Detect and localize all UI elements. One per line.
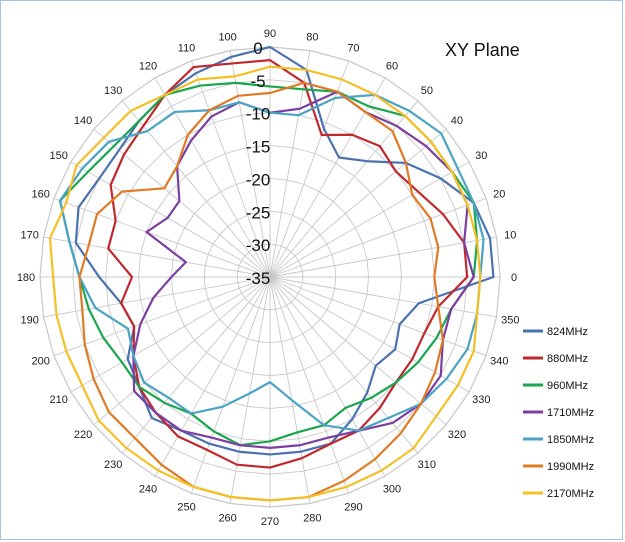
- angle-tick-label: 70: [347, 43, 359, 55]
- angle-tick-label: 150: [50, 150, 68, 162]
- grid-spoke: [269, 276, 350, 494]
- grid-spoke: [53, 276, 271, 357]
- legend: 824MHz 880MHz 960MHz 1710MHz 1850MHz 1990MHz 2…: [523, 326, 594, 500]
- legend-label: 1990MHz: [547, 461, 594, 473]
- angle-tick-label: 270: [261, 516, 279, 528]
- radial-tick-label: 0: [253, 39, 262, 58]
- grid-spoke: [269, 128, 447, 278]
- series-line: [74, 45, 495, 456]
- angle-tick-label: 330: [472, 394, 490, 406]
- angle-tick-label: 260: [218, 512, 236, 524]
- angle-tick-label: 340: [490, 355, 508, 367]
- grid-spoke: [269, 276, 497, 318]
- grid-spoke: [229, 50, 271, 278]
- angle-tick-label: 200: [32, 355, 50, 367]
- angle-tick-label: 50: [421, 85, 433, 97]
- chart-title: XY Plane: [445, 40, 520, 60]
- grid-spoke: [269, 276, 386, 477]
- grid-spoke: [269, 197, 487, 278]
- grid-spoke: [269, 161, 470, 278]
- radial-tick-label: -5: [250, 72, 265, 91]
- legend-label: 824MHz: [547, 326, 588, 338]
- angle-tick-label: 190: [21, 314, 39, 326]
- grid-spoke: [190, 276, 271, 494]
- angle-tick-label: 100: [218, 32, 236, 44]
- angle-tick-label: 130: [104, 85, 122, 97]
- angle-tick-label: 280: [303, 512, 321, 524]
- angle-tick-label: 80: [306, 32, 318, 44]
- legend-label: 960MHz: [547, 380, 588, 392]
- grid-spoke: [43, 236, 271, 278]
- angle-tick-label: 350: [501, 314, 519, 326]
- angle-tick-label: 110: [178, 43, 196, 55]
- radial-tick-label: -10: [246, 105, 271, 124]
- angle-tick-label: 250: [177, 501, 195, 513]
- grid-spoke: [269, 276, 487, 357]
- angle-tick-label: 60: [386, 61, 398, 73]
- radial-tick-label: -35: [246, 269, 271, 288]
- angle-tick-label: 220: [74, 429, 92, 441]
- angle-tick-label: 160: [32, 189, 50, 201]
- angle-tick-label: 90: [264, 28, 276, 40]
- grid-spoke: [190, 60, 271, 278]
- angle-tick-label: 290: [344, 501, 362, 513]
- legend-label: 1710MHz: [547, 407, 594, 419]
- grid-spoke: [93, 276, 271, 426]
- grid-spoke: [121, 276, 271, 454]
- grid-spoke: [269, 276, 311, 504]
- angle-tick-label: 320: [448, 429, 466, 441]
- grid-spoke: [53, 197, 271, 278]
- legend-label: 880MHz: [547, 353, 588, 365]
- angle-tick-label: 140: [74, 115, 92, 127]
- angle-tick-label: 210: [50, 394, 68, 406]
- angle-tick-label: 20: [493, 189, 505, 201]
- radial-tick-label: -20: [246, 170, 271, 189]
- angle-tick-label: 0: [511, 272, 517, 284]
- grid-spoke: [269, 236, 497, 278]
- angle-tick-label: 180: [17, 272, 35, 284]
- angle-labels: 0 10 20 30 40 50 60 70 80 90 100 110 120 130 140 150 160…: [17, 28, 520, 528]
- series-line: [78, 81, 445, 502]
- radial-labels: 0 -5 -10 -15 -20 -25 -30 -35: [246, 39, 271, 288]
- angle-tick-label: 230: [104, 459, 122, 471]
- angle-tick-label: 310: [418, 459, 436, 471]
- angle-tick-label: 120: [139, 61, 157, 73]
- radial-tick-label: -30: [246, 236, 271, 255]
- angle-tick-label: 300: [383, 483, 401, 495]
- grid-spoke: [154, 276, 271, 477]
- legend-label: 1850MHz: [547, 434, 594, 446]
- radial-tick-label: -15: [246, 138, 271, 157]
- series-line: [48, 65, 482, 502]
- angle-tick-label: 30: [475, 150, 487, 162]
- angle-tick-label: 40: [451, 115, 463, 127]
- grid-spoke: [269, 276, 447, 426]
- angle-tick-label: 170: [21, 230, 39, 242]
- radial-tick-label: -25: [246, 203, 271, 222]
- grid-spoke: [70, 161, 271, 278]
- angle-tick-label: 10: [504, 230, 516, 242]
- series-layer: [48, 45, 495, 502]
- legend-label: 2170MHz: [547, 488, 594, 500]
- angle-tick-label: 240: [139, 483, 157, 495]
- grid-spoke: [70, 276, 271, 393]
